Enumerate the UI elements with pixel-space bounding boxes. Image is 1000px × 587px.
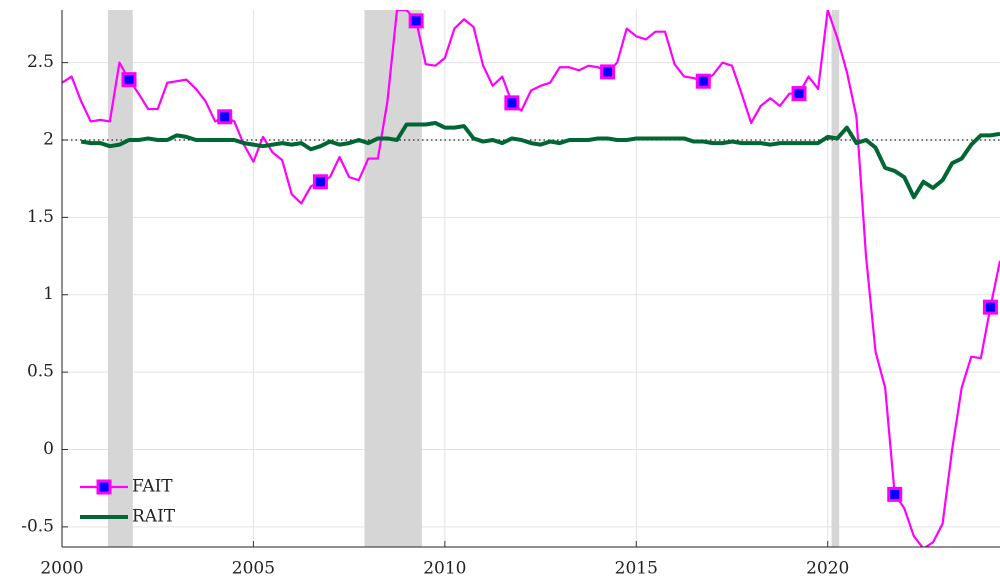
marker — [887, 486, 903, 502]
y-tick-label: -0.5 — [21, 516, 54, 536]
legend-marker — [96, 479, 112, 495]
x-tick-label: 2015 — [615, 559, 658, 579]
y-tick-label: 0.5 — [27, 362, 54, 382]
legend-label: RAIT — [132, 507, 176, 527]
y-tick-label: 2.5 — [27, 52, 54, 72]
marker — [121, 72, 137, 88]
marker — [312, 174, 328, 190]
shaded-region — [831, 10, 840, 547]
shaded-region — [364, 10, 422, 547]
plot-area — [62, 10, 1000, 547]
marker — [504, 95, 520, 111]
marker — [982, 299, 998, 315]
y-tick-label: 2 — [43, 129, 54, 149]
line-series — [80, 120, 1000, 200]
line-series — [62, 10, 1000, 547]
y-tick-label: 0 — [43, 439, 54, 459]
marker — [217, 109, 233, 125]
marker — [408, 13, 424, 29]
marker — [600, 64, 616, 80]
marker — [791, 86, 807, 102]
x-tick-label: 2000 — [40, 559, 83, 579]
y-tick-label: 1 — [43, 284, 54, 304]
x-tick-label: 2010 — [423, 559, 466, 579]
legend-label: FAIT — [132, 477, 173, 497]
x-tick-label: 2005 — [232, 559, 275, 579]
x-tick-label: 2020 — [806, 559, 849, 579]
axes: 2000 2005 2010 2015 2020 -0.5 0 0.5 1 1.5 2 2.5 FAIT… — [21, 10, 1000, 579]
marker — [695, 73, 711, 89]
shaded-region — [107, 10, 133, 547]
y-tick-label: 1.5 — [27, 207, 54, 227]
